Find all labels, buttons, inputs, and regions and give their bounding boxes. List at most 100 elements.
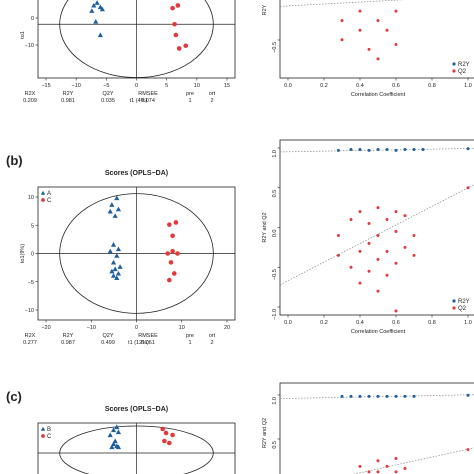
perm-y-tick-label: 1.0 (272, 150, 278, 158)
q2-point (340, 38, 344, 42)
q2-point (340, 19, 344, 23)
perm-y-tick-label: −0.5 (272, 42, 278, 53)
permutation-frame (279, 139, 474, 316)
point-group2 (170, 248, 175, 254)
x-tick-label: 20 (224, 325, 230, 331)
point-group2 (175, 3, 181, 8)
stat-header: pre (186, 91, 194, 97)
x-tick-label: 10 (179, 325, 185, 331)
point-group1 (115, 246, 122, 252)
q2-point (349, 218, 353, 222)
point-group1 (112, 438, 118, 444)
q2-trend-line (279, 184, 474, 286)
q2-point (466, 448, 470, 452)
q2-point (367, 470, 371, 474)
r2y-trend-line (279, 148, 474, 153)
stat-header: pre (186, 333, 194, 339)
perm-x-tick-label: 0.4 (356, 83, 364, 89)
point-group1 (89, 8, 95, 13)
y-tick-label: 0 (31, 252, 34, 258)
point-group2 (167, 440, 172, 446)
legend-group1-marker (40, 426, 46, 431)
point-group1 (110, 242, 117, 247)
q2-point (403, 214, 407, 218)
point-group1 (115, 444, 122, 450)
perm-x-tick-label: 0.0 (284, 320, 292, 326)
r2y-point (466, 147, 470, 151)
legend-group2-marker (41, 434, 45, 438)
point-group2 (175, 251, 180, 256)
point-group2 (168, 260, 174, 265)
q2-point (336, 253, 340, 257)
stat-value: 2 (210, 340, 213, 346)
point-group2 (167, 277, 172, 283)
perm-legend-r2y-marker (452, 62, 456, 66)
q2-point (376, 233, 380, 237)
q2-point (376, 289, 380, 293)
perm-legend-q2-marker (452, 306, 456, 310)
stat-header: RMSEE (138, 91, 158, 97)
point-group1 (107, 432, 113, 438)
point-group2 (183, 43, 189, 49)
legend-group1-label: B (47, 427, 51, 433)
q2-point (403, 245, 407, 249)
point-group1 (97, 32, 103, 38)
stat-header: R2Y (63, 333, 74, 339)
r2y-point (385, 394, 389, 398)
permutation-frame (279, 0, 474, 79)
chart-title: Scores (OPLS−DA) (105, 170, 168, 177)
r2y-point (403, 148, 407, 152)
stat-header: RMSEE (138, 333, 158, 339)
legend-group2-label: C (47, 434, 52, 440)
r2y-point (367, 148, 371, 152)
q2-point (376, 459, 380, 463)
q2-point (336, 233, 340, 237)
x-tick-label: −20 (41, 325, 50, 331)
perm-y-tick-label: 0.5 (272, 190, 278, 198)
stat-header: R2X (25, 333, 36, 339)
x-tick-label: −10 (87, 325, 96, 331)
q2-point (385, 218, 389, 222)
stat-value: 0.981 (61, 98, 75, 104)
r2y-point (358, 394, 362, 398)
q2-point (394, 309, 398, 313)
r2y-point (336, 148, 340, 152)
q2-point (394, 261, 398, 265)
panel-label: (b) (6, 153, 23, 168)
perm-legend-q2-label: Q2 (458, 306, 467, 312)
q2-point (376, 257, 380, 261)
stat-value: 0.209 (23, 98, 37, 104)
r2y-point (367, 394, 371, 398)
point-group2 (165, 251, 170, 256)
point-group2 (167, 222, 172, 227)
perm-y-tick-label: 0.0 (272, 230, 278, 238)
stat-value: 2 (210, 98, 213, 104)
q2-point (376, 19, 380, 23)
point-group1 (114, 253, 120, 258)
point-group2 (173, 32, 179, 38)
x-tick-label: −10 (71, 83, 80, 89)
perm-legend-r2y-label: R2Y (458, 299, 470, 305)
point-group1 (114, 195, 120, 201)
point-group1 (109, 268, 115, 274)
q2-point (358, 281, 362, 285)
point-group2 (170, 5, 175, 11)
r2y-point (340, 394, 344, 398)
perm-x-axis-label: Correlation Coefficient (351, 92, 406, 98)
q2-point (358, 9, 362, 13)
perm-y-tick-label: −0.5 (272, 269, 278, 280)
q2-point (367, 47, 371, 51)
perm-x-axis-label: Correlation Coefficient (351, 329, 406, 335)
r2y-trend-line (279, 394, 474, 399)
q2-point (376, 206, 380, 210)
stat-header: ort (209, 333, 216, 339)
r2y-point (421, 148, 425, 152)
y-tick-label: −10 (25, 43, 34, 49)
q2-point (394, 9, 398, 13)
perm-x-tick-label: 0.8 (428, 83, 436, 89)
x-tick-label: −5 (103, 83, 109, 89)
q2-trend-line (279, 0, 405, 7)
stat-value: 0.277 (23, 340, 37, 346)
